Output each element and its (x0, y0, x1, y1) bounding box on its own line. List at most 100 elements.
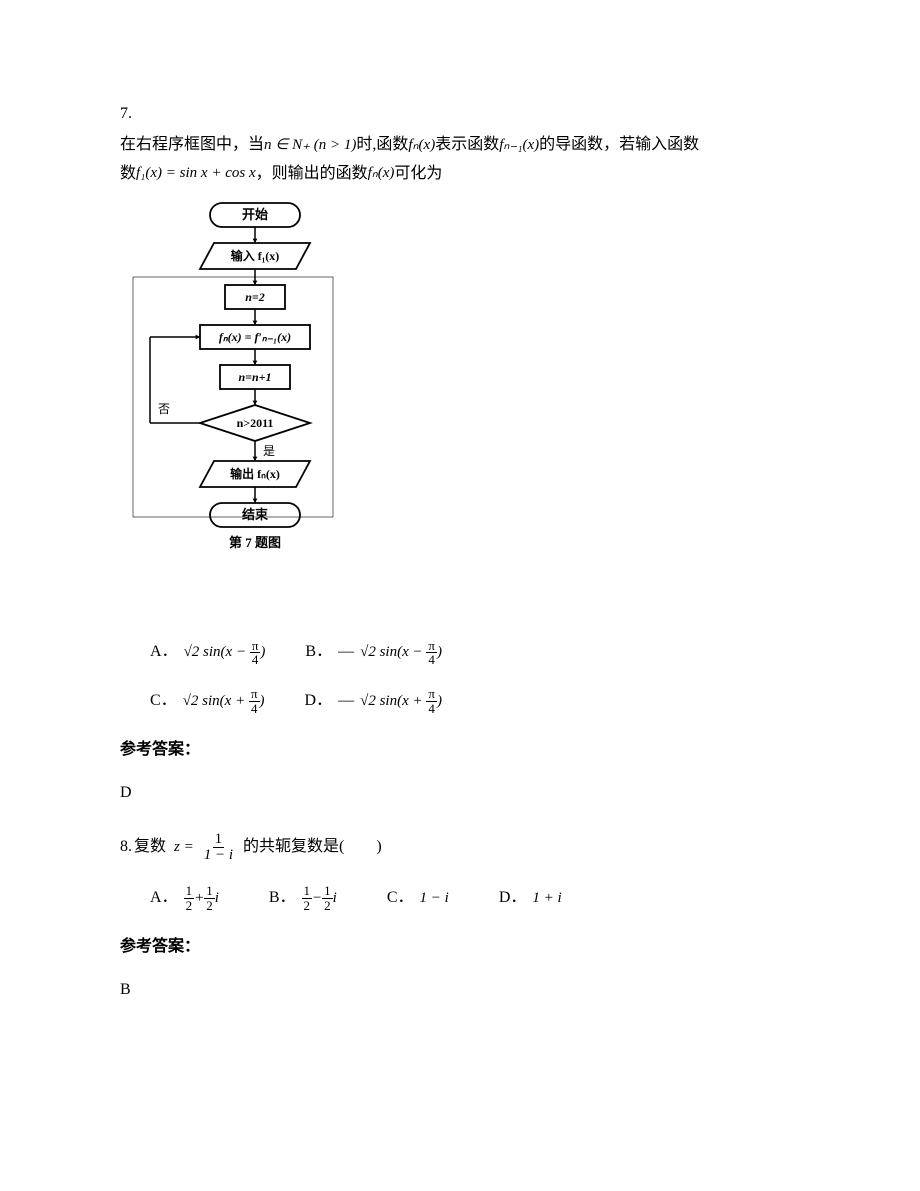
q7-text-e: ，则输出的函数 (256, 165, 368, 182)
q7a-fd: 4 (250, 653, 261, 667)
flowchart: 开始输入 f₁(x) n=2 fₙ(x) = f′ₙ₋₁(x) n=n+1 n>2011… (130, 198, 800, 618)
q8-opt-c[interactable]: C． 1 − i (387, 884, 449, 913)
q7-math5: fₙ(x) (368, 160, 395, 187)
q7d-fn: π (426, 687, 437, 702)
q7a-trig: sin(x − (203, 639, 246, 666)
q8b-d2: 2 (322, 899, 333, 913)
q7c-sqrt: √2 (183, 688, 199, 715)
svg-text:n>2011: n>2011 (237, 416, 274, 430)
q7-answer-label: 参考答案： (120, 736, 800, 765)
q8a-n2: 1 (204, 884, 215, 899)
q7-answer: D (120, 779, 800, 808)
q7-opt-b[interactable]: B． — √2 sin(x − π4) (305, 638, 442, 667)
svg-text:输出 fₙ(x): 输出 fₙ(x) (230, 466, 280, 481)
q7-opt-d-expr: √2 sin(x + π4) (360, 687, 442, 715)
q7d-trig: sin(x + (380, 688, 423, 715)
q8b-n2: 1 (322, 884, 333, 899)
q7d-frac: π4 (426, 687, 437, 715)
q7-text-d: 的导函数，若输入函数 (539, 136, 699, 153)
q8-opt-c-label: C． (387, 884, 414, 913)
svg-text:开始: 开始 (242, 207, 268, 222)
q7c-trig: sin(x + (202, 688, 245, 715)
svg-text:否: 否 (158, 402, 170, 416)
q7-opt-a-label: A． (150, 638, 178, 667)
q7-opt-c[interactable]: C． √2 sin(x + π4) (150, 687, 265, 716)
q7b-fd: 4 (426, 653, 437, 667)
q8b-f2: 12 (322, 884, 333, 912)
q7-opt-a-expr: √2 sin(x − π4) (184, 639, 266, 667)
q8b-expr: 12 − 12 i (302, 884, 337, 912)
q7-text-row2-a: 数 (120, 165, 136, 182)
q7a-sqrt: √2 (184, 639, 200, 666)
q8-text-a: 复数 (134, 833, 166, 862)
q7-opt-d[interactable]: D． — √2 sin(x + π4) (305, 687, 442, 716)
q7-opt-b-expr: √2 sin(x − π4) (360, 639, 442, 667)
q8b-post: i (333, 885, 337, 912)
q7-text-c: 表示函数 (435, 136, 499, 153)
q8a-d1: 2 (184, 899, 195, 913)
q7b-pre: — (338, 638, 354, 667)
q8a-n1: 1 (184, 884, 195, 899)
q7-math4: f₁(x) = sin x + cos x (136, 160, 256, 187)
svg-text:n=n+1: n=n+1 (238, 370, 271, 384)
q8-opt-a[interactable]: A． 12 + 12 i (150, 884, 219, 913)
q7-options: A． √2 sin(x − π4) B． — √2 sin(x − π4) C．… (150, 638, 800, 716)
q7-text: 在右程序框图中，当n ∈ N₊ (n > 1)时,函数fₙ(x)表示函数fₙ₋₁… (120, 131, 800, 189)
q8-answer-label: 参考答案： (120, 933, 800, 962)
q8b-f1: 12 (302, 884, 313, 912)
q8-answer: B (120, 976, 800, 1005)
q7-text-b: 时,函数 (356, 136, 408, 153)
svg-text:fₙ(x) = f′ₙ₋₁(x): fₙ(x) = f′ₙ₋₁(x) (219, 330, 291, 344)
q7-text-a: 在右程序框图中，当 (120, 136, 264, 153)
svg-text:第 7 题图: 第 7 题图 (229, 535, 281, 550)
q8-opt-d-label: D． (499, 884, 527, 913)
q7a-post: ) (260, 639, 265, 666)
q7b-post: ) (437, 639, 442, 666)
q8-text: 8. 复数 z = 1 1 − i 的共轭复数是( ) (120, 832, 800, 865)
q7-math3: fₙ₋₁(x) (499, 132, 539, 159)
q8b-mid: − (312, 885, 322, 912)
svg-text:输入 f₁(x): 输入 f₁(x) (231, 248, 280, 263)
svg-text:结束: 结束 (242, 507, 269, 522)
svg-text:n=2: n=2 (245, 290, 265, 304)
q8d-expr: 1 + i (532, 885, 561, 912)
q8a-post: i (215, 885, 219, 912)
q8-opt-d[interactable]: D． 1 + i (499, 884, 562, 913)
q7-text-f: 可化为 (394, 165, 442, 182)
q7-math1: n ∈ N₊ (n > 1) (264, 132, 356, 159)
q8c-expr: 1 − i (420, 885, 449, 912)
q8-opt-b-label: B． (269, 884, 296, 913)
q7a-frac: π4 (250, 639, 261, 667)
q8-number: 8. (120, 833, 132, 862)
q8-text-b: 的共轭复数是( ) (243, 833, 382, 862)
q8-options: A． 12 + 12 i B． 12 − 12 i C． 1 − i D． 1 … (150, 884, 800, 913)
q7-opt-d-label: D． (305, 687, 333, 716)
q7-opt-a[interactable]: A． √2 sin(x − π4) (150, 638, 265, 667)
q7c-post: ) (260, 688, 265, 715)
q7-opt-b-label: B． (305, 638, 332, 667)
q7d-sqrt: √2 (360, 688, 376, 715)
q8a-f2: 12 (204, 884, 215, 912)
q7-opt-row2: C． √2 sin(x + π4) D． — √2 sin(x + π4) (150, 687, 800, 716)
q8-fn: 1 (213, 832, 225, 849)
svg-text:是: 是 (263, 444, 275, 458)
q7-opt-row1: A． √2 sin(x − π4) B． — √2 sin(x − π4) (150, 638, 800, 667)
q7-opt-c-expr: √2 sin(x + π4) (183, 687, 265, 715)
q8a-d2: 2 (204, 899, 215, 913)
q8-frac: 1 1 − i (202, 832, 235, 865)
q7c-fd: 4 (249, 702, 260, 716)
q7b-fn: π (426, 639, 437, 654)
q7b-trig: sin(x − (380, 639, 423, 666)
flowchart-svg: 开始输入 f₁(x) n=2 fₙ(x) = f′ₙ₋₁(x) n=n+1 n>2011… (130, 198, 340, 618)
q7b-frac: π4 (426, 639, 437, 667)
q8a-mid: + (194, 885, 204, 912)
q7-number: 7. (120, 100, 800, 129)
q7-opt-c-label: C． (150, 687, 177, 716)
q7-math2: fₙ(x) (408, 132, 435, 159)
q7b-sqrt: √2 (360, 639, 376, 666)
q8b-d1: 2 (302, 899, 313, 913)
q7d-fd: 4 (426, 702, 437, 716)
q8-opt-b[interactable]: B． 12 − 12 i (269, 884, 337, 913)
q7a-fn: π (250, 639, 261, 654)
q8a-expr: 12 + 12 i (184, 884, 219, 912)
